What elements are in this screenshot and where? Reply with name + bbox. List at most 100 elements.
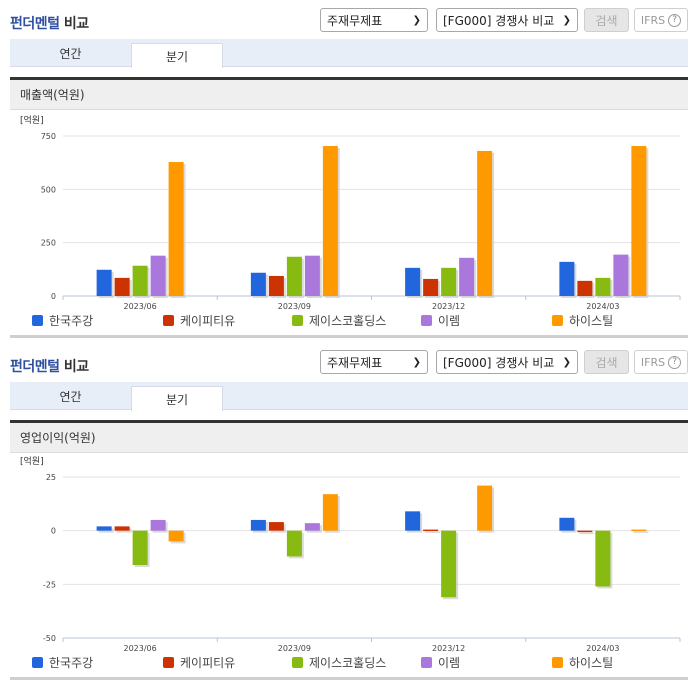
- section-divider: [10, 677, 688, 680]
- bar[interactable]: [168, 530, 184, 542]
- legend-item[interactable]: 하이스틸: [552, 312, 613, 329]
- legend-swatch-icon: [163, 315, 174, 326]
- tab-quarterly[interactable]: 분기: [131, 386, 223, 411]
- chart-legend: 한국주강 케이피티유 제이스코홀딩스 이렘 하이스틸: [0, 654, 696, 670]
- bar[interactable]: [577, 530, 593, 533]
- tab-annual[interactable]: 연간: [10, 382, 131, 410]
- legend-item[interactable]: 이렘: [421, 654, 460, 671]
- comparison-select[interactable]: [FG000] 경쟁사 비교 ❯: [436, 350, 578, 374]
- statement-type-select[interactable]: 주재무제표 ❯: [320, 350, 428, 374]
- subheader-label: 매출액(억원): [20, 88, 85, 102]
- bar[interactable]: [577, 280, 593, 296]
- section-rule: [10, 77, 688, 80]
- bar[interactable]: [405, 511, 421, 531]
- bar[interactable]: [631, 146, 647, 296]
- bar[interactable]: [322, 494, 338, 531]
- bar[interactable]: [613, 254, 629, 296]
- help-icon[interactable]: ?: [668, 355, 682, 369]
- legend-label: 하이스틸: [569, 656, 614, 670]
- bar[interactable]: [268, 522, 284, 531]
- title-rest: 비교: [59, 16, 89, 32]
- bar[interactable]: [441, 267, 457, 296]
- x-tick-label: 2024/03: [586, 302, 619, 310]
- bar[interactable]: [423, 278, 439, 296]
- tab-label: 연간: [59, 389, 82, 404]
- statement-type-value: 주재무제표: [327, 355, 383, 370]
- bar[interactable]: [441, 530, 457, 598]
- search-label: 검색: [595, 13, 618, 28]
- bar[interactable]: [132, 265, 148, 296]
- bar[interactable]: [631, 529, 647, 532]
- bar[interactable]: [559, 517, 575, 531]
- tab-annual[interactable]: 연간: [10, 39, 131, 67]
- comparison-select[interactable]: [FG000] 경쟁사 비교 ❯: [436, 8, 578, 32]
- legend-swatch-icon: [292, 657, 303, 668]
- statement-type-select[interactable]: 주재무제표 ❯: [320, 8, 428, 32]
- y-tick-label: 0: [51, 292, 56, 301]
- legend-label: 케이피티유: [180, 314, 236, 328]
- search-button[interactable]: 검색: [584, 350, 629, 374]
- section-divider: [10, 335, 688, 338]
- legend-item[interactable]: 한국주강: [32, 654, 93, 671]
- bar[interactable]: [268, 275, 284, 296]
- legend-swatch-icon: [421, 315, 432, 326]
- legend-item[interactable]: 하이스틸: [552, 654, 613, 671]
- help-icon[interactable]: ?: [668, 13, 682, 27]
- bar[interactable]: [477, 150, 493, 296]
- bar-shadow: [425, 531, 441, 534]
- x-tick-label: 2024/03: [586, 644, 619, 652]
- bar[interactable]: [114, 526, 130, 531]
- bar[interactable]: [286, 530, 302, 557]
- y-tick-label: -50: [43, 634, 56, 643]
- bar[interactable]: [114, 277, 130, 296]
- section-rule: [10, 420, 688, 423]
- legend-item[interactable]: 이렘: [421, 312, 460, 329]
- tab-label: 분기: [165, 392, 189, 407]
- search-button[interactable]: 검색: [584, 8, 629, 32]
- bar[interactable]: [96, 526, 112, 531]
- bar[interactable]: [96, 269, 112, 296]
- bar[interactable]: [168, 162, 184, 296]
- ifrs-label: IFRS: [640, 355, 666, 369]
- legend-item[interactable]: 제이스코홀딩스: [292, 312, 386, 329]
- bar[interactable]: [322, 146, 338, 296]
- bar[interactable]: [304, 255, 320, 296]
- tab-quarterly[interactable]: 분기: [131, 43, 223, 68]
- bar[interactable]: [477, 485, 493, 531]
- bar[interactable]: [459, 257, 475, 296]
- bar[interactable]: [150, 255, 166, 296]
- legend-label: 이렘: [438, 656, 461, 670]
- ifrs-button[interactable]: IFRS ?: [634, 8, 688, 32]
- legend-item[interactable]: 한국주강: [32, 312, 93, 329]
- period-tabs: 연간 분기: [10, 39, 688, 68]
- bar[interactable]: [250, 272, 266, 296]
- title-accent: 펀더멘털: [10, 16, 60, 32]
- bar[interactable]: [150, 519, 166, 531]
- legend-item[interactable]: 케이피티유: [163, 312, 235, 329]
- bar[interactable]: [423, 529, 439, 532]
- bar[interactable]: [132, 530, 148, 566]
- legend-item[interactable]: 제이스코홀딩스: [292, 654, 386, 671]
- bar[interactable]: [304, 523, 320, 531]
- revenue-bar-chart: [억원] 0 250 500 750 2023/06 2023/09 2023/12 2024/…: [20, 114, 681, 310]
- legend-swatch-icon: [421, 657, 432, 668]
- y-tick-label: 750: [41, 132, 56, 141]
- chevron-down-icon: ❯: [412, 14, 421, 26]
- legend-swatch-icon: [32, 315, 43, 326]
- legend-item[interactable]: 케이피티유: [163, 654, 235, 671]
- comparison-value: [FG000] 경쟁사 비교: [443, 355, 555, 370]
- ifrs-button[interactable]: IFRS ?: [634, 350, 688, 374]
- legend-label: 케이피티유: [180, 656, 236, 670]
- legend-label: 제이스코홀딩스: [309, 314, 387, 328]
- bar[interactable]: [595, 530, 611, 587]
- x-tick-label: 2023/06: [124, 644, 157, 652]
- bar[interactable]: [405, 267, 421, 296]
- bar[interactable]: [286, 256, 302, 296]
- bar[interactable]: [595, 277, 611, 296]
- x-tick-label: 2023/09: [278, 302, 311, 310]
- legend-label: 한국주강: [49, 656, 94, 670]
- x-tick-label: 2023/06: [124, 302, 157, 310]
- bar[interactable]: [559, 261, 575, 296]
- y-tick-label: -25: [43, 580, 56, 589]
- bar[interactable]: [250, 519, 266, 531]
